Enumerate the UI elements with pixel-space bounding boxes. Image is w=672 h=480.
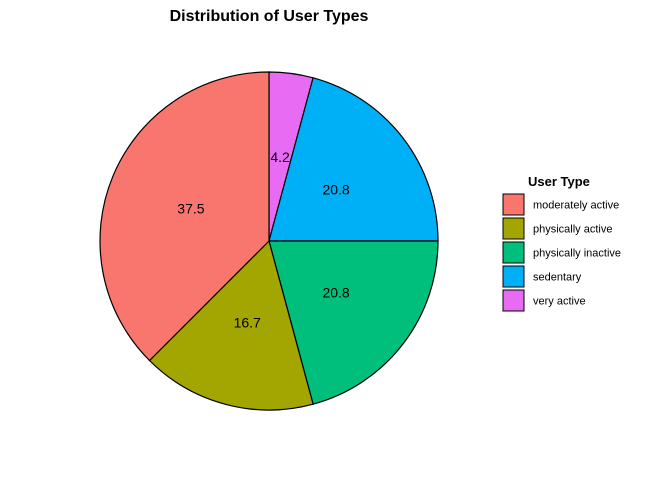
slice-label-physically-active: 16.7 — [234, 315, 261, 331]
legend-label-physically-active: physically active — [533, 224, 612, 236]
pie-slice-physically-active — [148, 239, 314, 411]
legend-label-very-active: very active — [533, 296, 586, 308]
chart-title: Distribution of User Types — [170, 8, 369, 25]
legend-swatch-physically-active — [502, 217, 525, 240]
slice-label-sedentary: 20.8 — [322, 182, 349, 198]
pie-slice-sedentary — [268, 77, 439, 242]
slice-label-physically-inactive: 20.8 — [322, 284, 349, 300]
legend-label-moderately-active: moderately active — [533, 200, 619, 212]
slice-label-moderately-active: 37.5 — [177, 201, 204, 217]
legend: User Type moderately active physically ac… — [502, 174, 621, 312]
legend-items: moderately active physically active physic… — [502, 193, 621, 312]
legend-label-sedentary: sedentary — [533, 272, 582, 284]
legend-swatch-very-active — [502, 289, 525, 312]
legend-label-physically-inactive: physically inactive — [533, 248, 621, 260]
pie-slices — [99, 71, 439, 411]
pie-slice-physically-inactive — [268, 240, 439, 405]
legend-title: User Type — [528, 174, 590, 189]
slice-labels: 4.2 20.8 20.8 16.7 37.5 — [177, 149, 350, 330]
legend-swatch-moderately-active — [502, 193, 525, 216]
legend-swatch-physically-inactive — [502, 241, 525, 264]
legend-swatch-sedentary — [502, 265, 525, 288]
pie-slice-moderately-active — [99, 71, 270, 362]
slice-label-very-active: 4.2 — [270, 149, 290, 165]
